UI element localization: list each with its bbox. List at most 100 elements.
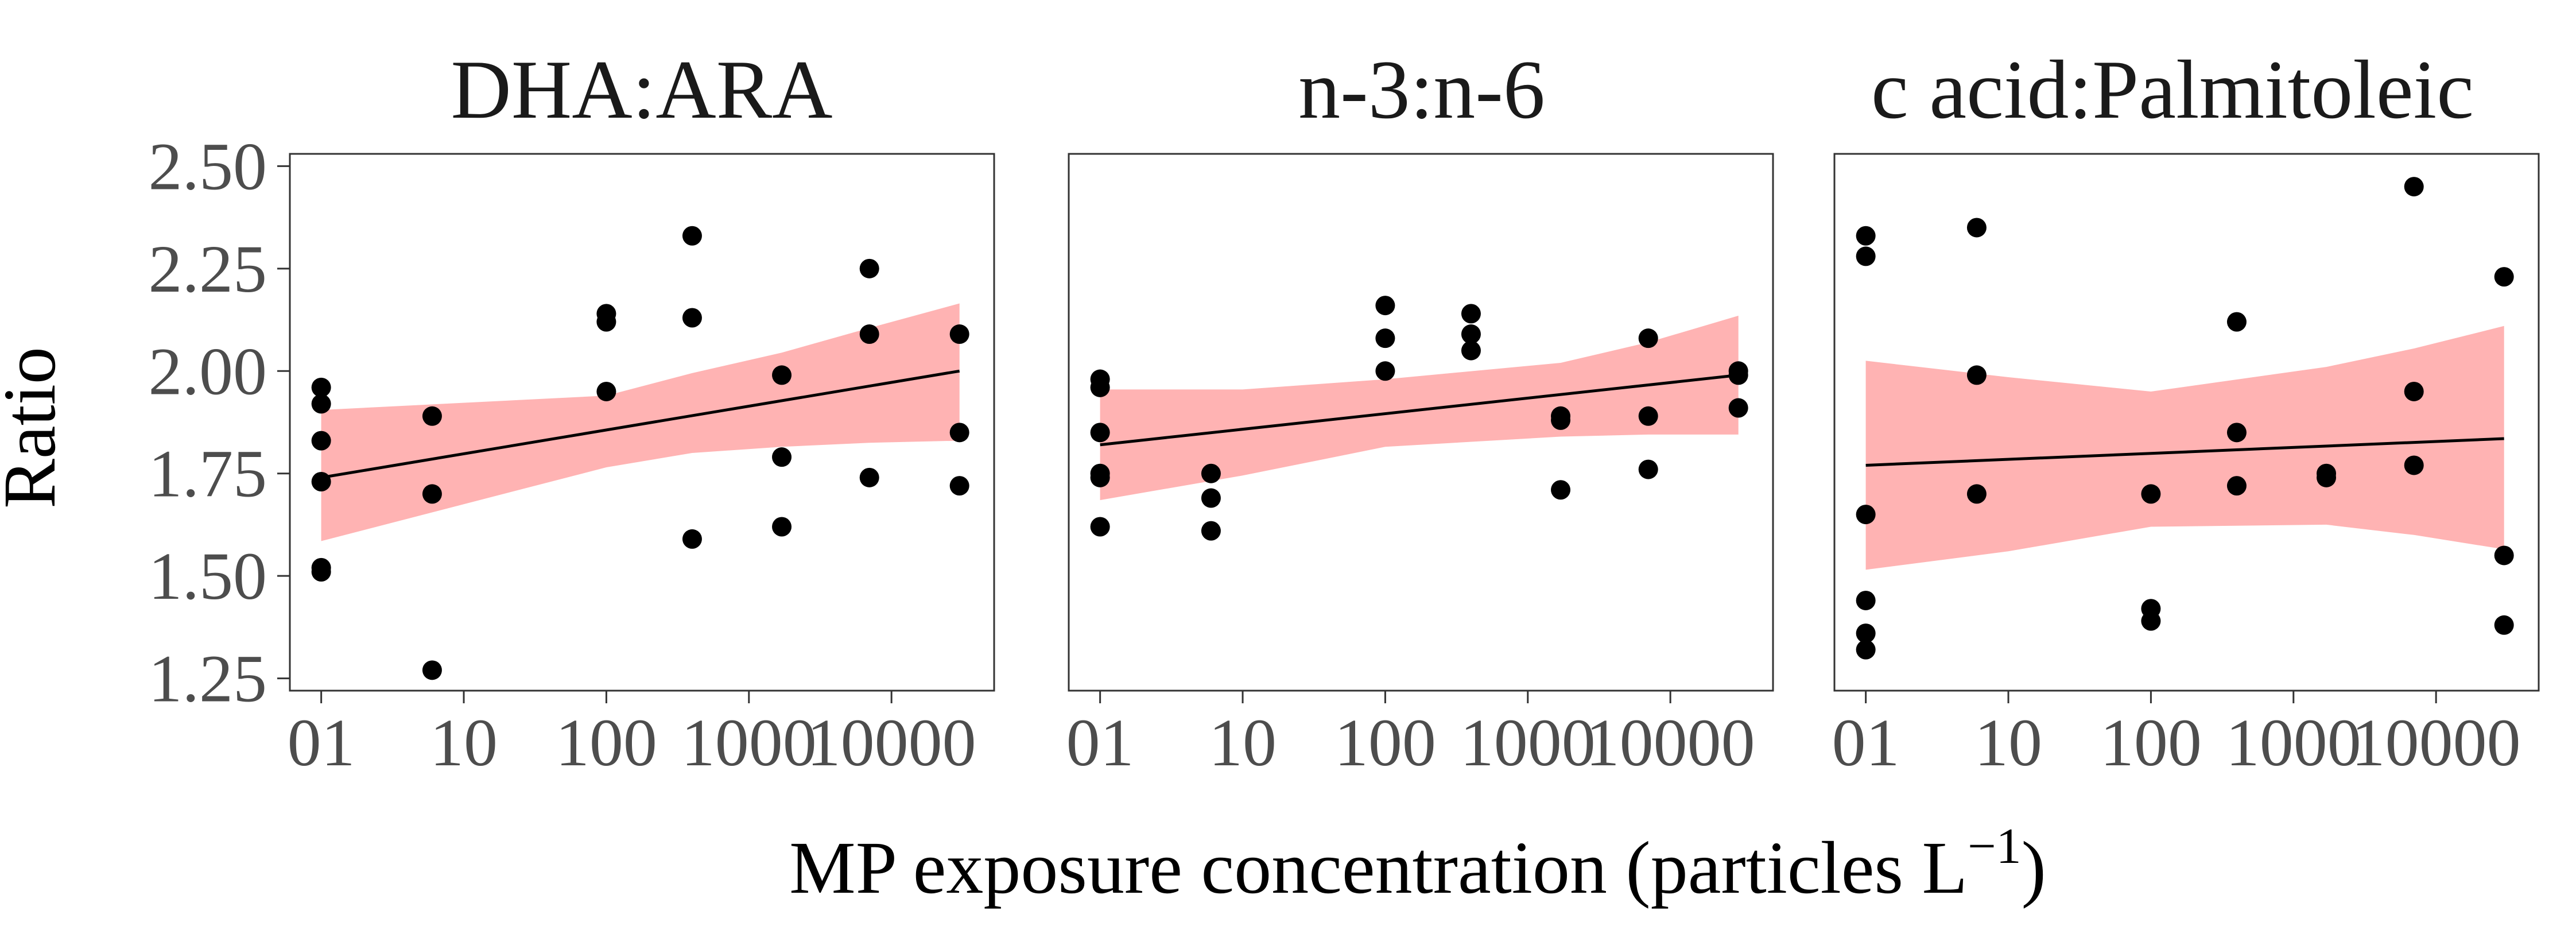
data-point [311, 431, 331, 451]
data-point [949, 423, 969, 443]
data-point [1461, 340, 1481, 361]
regression-line [1865, 437, 2504, 467]
data-point [2494, 267, 2514, 287]
data-point [596, 312, 616, 332]
y-tick-label: 1.75 [149, 436, 267, 512]
panel-marks [1090, 296, 1748, 541]
x-tick-label: 100 [2100, 705, 2202, 780]
panel-border [289, 153, 995, 692]
data-point [682, 226, 702, 246]
y-tick-label: 1.25 [149, 641, 267, 716]
x-axis-title-main: MP exposure concentration (particles L [789, 827, 1968, 909]
x-tick-label: 1000 [681, 705, 817, 780]
panel-marks [1856, 177, 2514, 660]
data-point [422, 406, 442, 426]
data-point [859, 258, 879, 278]
data-point [1201, 521, 1221, 541]
x-tick-label: 1000 [1460, 705, 1596, 780]
data-point [1856, 623, 1876, 644]
x-tick-label: 10000 [807, 705, 976, 780]
data-point [949, 476, 969, 496]
data-point [2404, 455, 2424, 475]
data-point [1090, 423, 1110, 443]
data-point [1090, 467, 1110, 487]
x-axis-title: MP exposure concentration (particles L−1… [789, 819, 2046, 909]
data-point [1856, 226, 1876, 246]
y-axis-title: Ratio [0, 347, 71, 509]
x-tick-label: 01 [1066, 705, 1134, 780]
data-point [1201, 488, 1221, 508]
data-point [311, 377, 331, 397]
x-tick-label: 01 [288, 705, 355, 780]
data-point [859, 324, 879, 344]
data-point [1375, 361, 1395, 381]
data-point [2141, 484, 2161, 504]
data-point [311, 394, 331, 414]
panel-acid-palmitoleic: c acid:Palmitoleic [1833, 43, 2540, 692]
panel-n3-n6: n-3:n-6 [1068, 43, 1774, 692]
data-point [1638, 406, 1658, 426]
x-tick-label: 1000 [2226, 705, 2361, 780]
data-point [682, 529, 702, 549]
data-point [2141, 611, 2161, 631]
data-point [1090, 517, 1110, 537]
data-point [1638, 328, 1658, 348]
data-point [1856, 640, 1876, 660]
data-point [1966, 365, 1987, 385]
data-point [422, 660, 442, 680]
data-point [1728, 398, 1748, 418]
confidence-band [1865, 326, 2504, 570]
data-point [1090, 377, 1110, 397]
panel-title: c acid:Palmitoleic [1871, 43, 2474, 136]
data-point [2494, 615, 2514, 635]
data-point [772, 365, 792, 385]
data-point [2226, 423, 2247, 443]
data-point [1461, 304, 1481, 324]
data-point [2226, 476, 2247, 496]
confidence-band [321, 303, 960, 541]
data-point [772, 517, 792, 537]
data-point [311, 562, 331, 582]
data-point [859, 467, 879, 487]
x-tick-label: 01 [1832, 705, 1900, 780]
panel-title: n-3:n-6 [1298, 43, 1545, 136]
data-point [2404, 177, 2424, 197]
data-point [2404, 381, 2424, 401]
data-point [1375, 296, 1395, 316]
y-tick-label: 2.25 [149, 231, 267, 307]
data-point [1551, 410, 1571, 430]
panel-dha-ara: DHA:ARA [289, 43, 995, 692]
data-point [1856, 590, 1876, 610]
data-point [311, 471, 331, 491]
data-point [2226, 312, 2247, 332]
data-point [2494, 545, 2514, 565]
panel-marks [311, 226, 969, 680]
x-axis-title-superscript: −1 [1968, 819, 2022, 874]
data-point [1461, 324, 1481, 344]
data-point [1638, 459, 1658, 479]
x-tick-label: 10 [430, 705, 498, 780]
data-point [422, 484, 442, 504]
x-axis-title-close: ) [2022, 827, 2046, 909]
data-point [1375, 328, 1395, 348]
panel-title: DHA:ARA [451, 43, 832, 136]
x-tick-label: 100 [1334, 705, 1436, 780]
panel-border [1833, 153, 2540, 692]
confidence-band [1100, 315, 1739, 501]
data-point [1856, 505, 1876, 525]
data-point [1551, 480, 1571, 500]
x-tick-label: 100 [556, 705, 657, 780]
data-point [682, 308, 702, 328]
data-point [1201, 463, 1221, 483]
y-axis: 1.25 1.50 1.75 2.00 2.25 2.50 [149, 129, 290, 716]
x-tick-label: 10 [1209, 705, 1277, 780]
data-point [949, 324, 969, 344]
y-tick-label: 2.50 [149, 129, 267, 204]
data-point [596, 381, 616, 401]
data-point [2317, 467, 2337, 487]
data-point [1966, 484, 1987, 504]
data-point [772, 447, 792, 467]
data-point [1966, 218, 1987, 238]
